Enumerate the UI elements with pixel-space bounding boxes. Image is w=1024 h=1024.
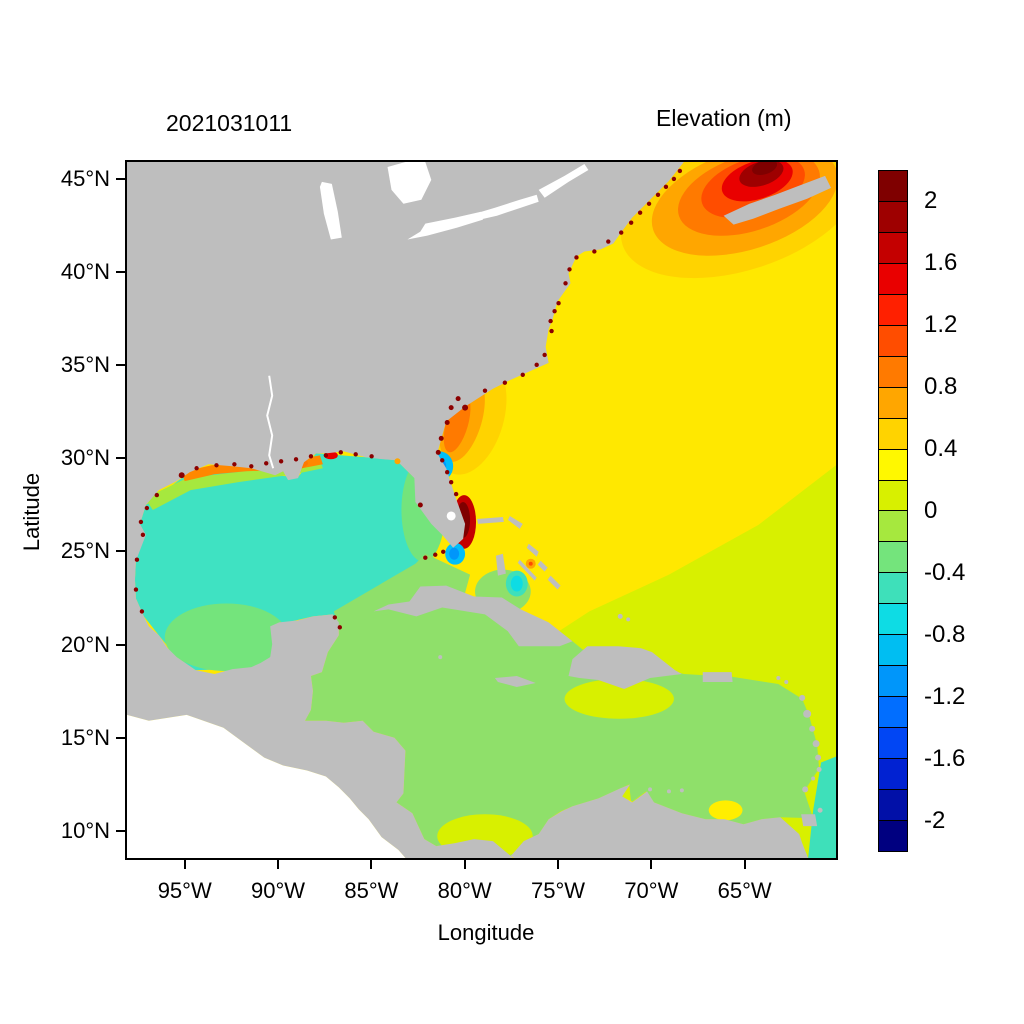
land-jamaica (494, 676, 536, 687)
y-tick-label: 20°N (60, 631, 110, 657)
coastal-flooding-specks (133, 168, 683, 630)
map-plot-area (125, 160, 838, 860)
colorbar-tick-label: -2 (924, 807, 946, 834)
colorbar-cell (879, 821, 907, 851)
y-tick-mark (116, 270, 125, 273)
land-lesser-antilles (648, 676, 823, 827)
colorbar-cell (879, 635, 907, 667)
land-south-america (510, 784, 809, 858)
venezuela-yellow-spot (708, 800, 743, 821)
colorbar-cell (879, 232, 907, 264)
colorbar-cell (879, 511, 907, 543)
colorbar-cell (879, 294, 907, 326)
no-data-pacific-corner (127, 714, 406, 858)
y-tick-label: 40°N (60, 258, 110, 284)
land-hispaniola (568, 646, 682, 689)
colorbar-cell (879, 759, 907, 791)
ocean-caribbean-green (304, 596, 820, 857)
elevation-map-svg (127, 162, 836, 858)
great-lakes (319, 162, 589, 521)
x-tick-mark (557, 860, 560, 869)
colorbar-cell (879, 542, 907, 574)
florida-keys-cyan-spot (445, 542, 466, 565)
y-tick-label: 25°N (60, 538, 110, 564)
colorbar-cell (879, 201, 907, 233)
colorbar-tick-label: -1.6 (924, 745, 966, 772)
colorbar-cell (879, 263, 907, 295)
x-tick-label: 75°W (530, 878, 586, 903)
land-puerto-rico (702, 672, 733, 683)
colorbar-tick-label: 0.8 (924, 373, 958, 400)
x-tick-mark (370, 860, 373, 869)
x-tick-label: 95°W (157, 878, 212, 903)
colorbar-cell (879, 604, 907, 636)
ocean-florida-strait-green (333, 553, 471, 626)
colorbar-cells (878, 170, 908, 852)
mississippi-river (266, 375, 275, 469)
plot-date-title: 2021031011 (166, 110, 293, 136)
colorbar-tick-label: 0 (924, 497, 938, 524)
colorbar-tick-label: 1.6 (924, 249, 958, 276)
colorbar-tick-label: -0.4 (924, 559, 966, 586)
colorbar-tick-label: 2 (924, 187, 938, 214)
y-tick-mark (116, 643, 125, 646)
x-tick-mark (183, 860, 186, 869)
colorbar-cell (879, 573, 907, 605)
bahamas-cyan-spot (505, 558, 536, 597)
y-tick-label: 35°N (60, 352, 110, 378)
gulf-campeche-green-fringe (164, 603, 289, 672)
x-tick-label: 85°W (344, 878, 399, 903)
colorbar-cell (879, 449, 907, 481)
colorbar-cell (879, 171, 907, 202)
x-tick-label: 65°W (717, 878, 772, 903)
colorbar-tick-label: -0.8 (924, 621, 966, 648)
colorbar-cell (879, 356, 907, 388)
y-tick-mark (116, 364, 125, 367)
x-axis-label: Longitude (437, 920, 535, 945)
x-tick-label: 90°W (251, 878, 306, 903)
x-tick-label: 80°W (437, 878, 492, 903)
land-cuba (373, 585, 573, 647)
colorbar-tick-label: 0.4 (924, 435, 958, 462)
colorbar-cell (879, 387, 907, 419)
x-tick-mark (463, 860, 466, 869)
x-tick-mark (277, 860, 280, 869)
colorbar-cell (879, 666, 907, 698)
hispaniola-south-yellowgreen (564, 679, 674, 719)
colorbar-cell (879, 325, 907, 357)
y-tick-mark (116, 457, 125, 460)
x-tick-label: 70°W (624, 878, 679, 903)
apalachee-orange-cell (394, 458, 401, 465)
colorbar-cell (879, 728, 907, 760)
y-tick-mark (116, 177, 125, 180)
colorbar-cell (879, 480, 907, 512)
y-tick-mark (116, 830, 125, 833)
land-nova-scotia (723, 175, 832, 225)
colorbar-cell (879, 790, 907, 822)
y-tick-mark (116, 550, 125, 553)
y-tick-label: 15°N (60, 724, 110, 750)
colorbar-cell (879, 418, 907, 450)
x-tick-mark (743, 860, 746, 869)
y-tick-label: 10°N (60, 818, 110, 844)
y-tick-label: 30°N (60, 445, 110, 471)
ocean-right-edge-teal-strip (808, 756, 836, 858)
colorbar-title: Elevation (m) (656, 105, 792, 131)
colorbar-tick-label: 1.2 (924, 311, 958, 338)
y-tick-mark (116, 736, 125, 739)
x-tick-mark (650, 860, 653, 869)
y-tick-label: 45°N (60, 165, 110, 191)
colorbar-cell (879, 697, 907, 729)
land-north-america (127, 162, 684, 858)
land-bahamas-islands (438, 515, 631, 660)
colorbar-tick-label: -1.2 (924, 683, 966, 710)
